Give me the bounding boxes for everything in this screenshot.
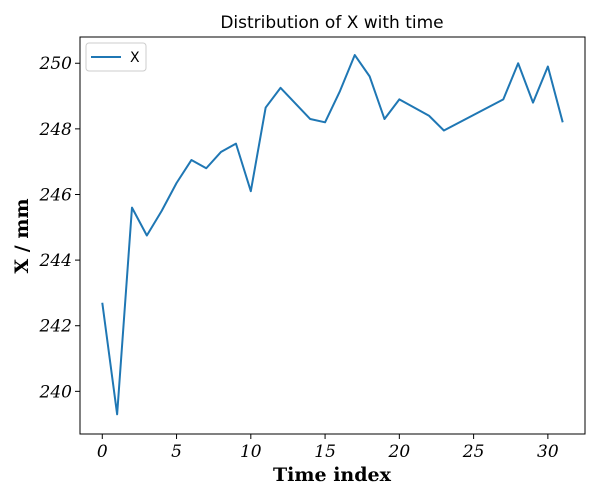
y-tick-label: 248 — [39, 120, 73, 140]
x-tick-label: 5 — [171, 442, 182, 462]
x-axis: 0 5 10 15 20 25 30 — [97, 434, 559, 462]
legend-label-x: X — [130, 50, 140, 66]
y-tick-label: 244 — [39, 251, 72, 271]
y-axis: 240 242 244 246 248 250 — [39, 54, 80, 402]
plot-area — [79, 36, 586, 435]
x-tick-label: 0 — [97, 442, 108, 462]
x-tick-label: 30 — [537, 442, 559, 462]
x-tick-label: 20 — [388, 442, 411, 462]
series-line-x — [101, 54, 564, 416]
y-tick-label: 250 — [39, 54, 73, 74]
y-tick-label: 240 — [39, 382, 73, 402]
y-tick-label: 246 — [39, 185, 73, 205]
legend: X — [85, 42, 147, 72]
y-axis-label: X / mm — [11, 198, 33, 273]
x-tick-label: 10 — [240, 442, 262, 462]
y-tick-label: 242 — [39, 317, 72, 337]
series-layer — [101, 54, 564, 416]
x-tick-label: 15 — [314, 442, 336, 462]
chart-title: Distribution of X with time — [220, 13, 443, 33]
x-tick-label: 25 — [462, 442, 485, 462]
x-axis-label: Time index — [273, 464, 392, 486]
